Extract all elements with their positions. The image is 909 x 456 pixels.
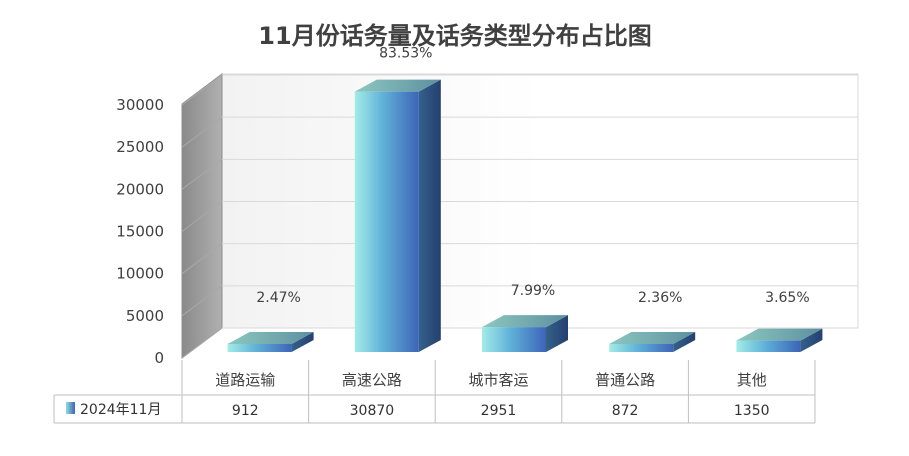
- chart-title: 11月份话务量及话务类型分布占比图: [258, 22, 651, 50]
- y-tick-label: 5000: [126, 307, 164, 325]
- bar-side: [800, 328, 823, 352]
- table-value: 912: [232, 403, 259, 419]
- y-tick-label: 20000: [116, 180, 164, 198]
- bar-front: [354, 91, 419, 353]
- data-label: 3.65%: [765, 290, 809, 306]
- category-label: 城市客运: [468, 371, 528, 389]
- table-value: 1350: [734, 403, 770, 419]
- bar-top: [736, 328, 823, 341]
- category-label: 高速公路: [342, 371, 402, 389]
- series-name: 2024年11月: [80, 402, 161, 418]
- data-label: 83.53%: [379, 46, 432, 62]
- bar-side: [673, 332, 696, 352]
- bar: [609, 332, 696, 352]
- bar: [354, 79, 441, 353]
- gridline-side: [181, 285, 223, 317]
- data-label: 2.36%: [638, 290, 682, 306]
- gridline-side: [181, 243, 223, 275]
- bar-top: [482, 315, 568, 328]
- y-tick-label: 10000: [116, 265, 164, 283]
- bar-top: [609, 332, 696, 344]
- gridline-side: [181, 201, 223, 232]
- category-label: 道路运输: [215, 371, 275, 389]
- legend-key: [66, 402, 75, 414]
- bar-front: [482, 327, 546, 352]
- data-label: 2.47%: [256, 290, 300, 306]
- bar-front: [736, 340, 801, 352]
- category-label: 普通公路: [595, 371, 655, 389]
- table-value: 2951: [481, 403, 517, 419]
- bar: [736, 328, 823, 352]
- table-value: 30870: [350, 403, 395, 419]
- bar-side: [291, 332, 314, 352]
- bar-top: [227, 332, 314, 344]
- category-label: 其他: [737, 371, 767, 389]
- table-value: 872: [612, 403, 639, 419]
- y-tick-label: 15000: [116, 223, 164, 241]
- y-tick-label: 0: [154, 349, 164, 367]
- bar-side: [546, 315, 568, 352]
- bar-side: [418, 79, 441, 353]
- bar: [482, 315, 568, 352]
- y-tick-label: 30000: [116, 96, 164, 114]
- gridline-side: [181, 327, 223, 359]
- bar-front: [227, 344, 292, 352]
- gridline-side: [181, 158, 223, 190]
- bar: [227, 332, 314, 352]
- y-tick-label: 25000: [116, 138, 164, 156]
- gridline-side: [181, 116, 223, 148]
- data-label: 7.99%: [511, 283, 555, 299]
- bar-top: [354, 79, 441, 92]
- gridline-side: [181, 74, 223, 106]
- bar-front: [609, 344, 674, 352]
